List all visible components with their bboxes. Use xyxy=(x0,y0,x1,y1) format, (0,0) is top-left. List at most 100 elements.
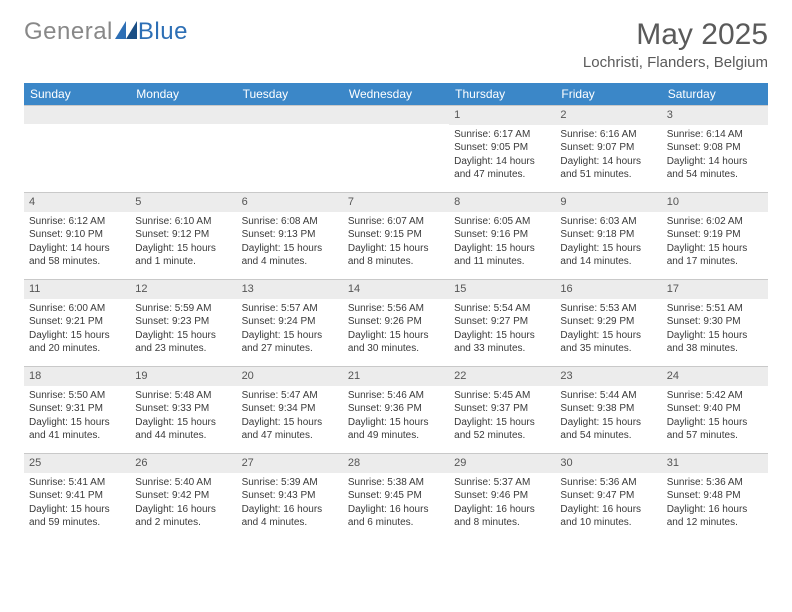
day-number xyxy=(24,106,130,124)
day-number: 18 xyxy=(24,367,130,386)
sunrise-text: Sunrise: 5:38 AM xyxy=(348,476,444,490)
day-body: Sunrise: 5:45 AMSunset: 9:37 PMDaylight:… xyxy=(449,386,555,447)
sunrise-text: Sunrise: 5:45 AM xyxy=(454,389,550,403)
daylight-text: Daylight: 15 hours and 30 minutes. xyxy=(348,329,444,356)
daylight-text: Daylight: 15 hours and 41 minutes. xyxy=(29,416,125,443)
day-number: 12 xyxy=(130,280,236,299)
day-body: Sunrise: 6:08 AMSunset: 9:13 PMDaylight:… xyxy=(237,212,343,273)
weekday-header: Saturday xyxy=(662,83,768,105)
sunset-text: Sunset: 9:26 PM xyxy=(348,315,444,329)
day-cell: 20Sunrise: 5:47 AMSunset: 9:34 PMDayligh… xyxy=(237,367,343,453)
sunrise-text: Sunrise: 6:03 AM xyxy=(560,215,656,229)
day-cell: 25Sunrise: 5:41 AMSunset: 9:41 PMDayligh… xyxy=(24,454,130,540)
day-cell: 24Sunrise: 5:42 AMSunset: 9:40 PMDayligh… xyxy=(662,367,768,453)
daylight-text: Daylight: 15 hours and 14 minutes. xyxy=(560,242,656,269)
day-number: 22 xyxy=(449,367,555,386)
sunset-text: Sunset: 9:23 PM xyxy=(135,315,231,329)
day-number: 23 xyxy=(555,367,661,386)
weekday-header: Wednesday xyxy=(343,83,449,105)
day-cell: 21Sunrise: 5:46 AMSunset: 9:36 PMDayligh… xyxy=(343,367,449,453)
header: General Blue May 2025 Lochristi, Flander… xyxy=(0,0,792,77)
day-body: Sunrise: 5:51 AMSunset: 9:30 PMDaylight:… xyxy=(662,299,768,360)
sunset-text: Sunset: 9:15 PM xyxy=(348,228,444,242)
day-cell: 15Sunrise: 5:54 AMSunset: 9:27 PMDayligh… xyxy=(449,280,555,366)
logo-text-2: Blue xyxy=(138,18,188,46)
weeks-container: 1Sunrise: 6:17 AMSunset: 9:05 PMDaylight… xyxy=(24,105,768,540)
daylight-text: Daylight: 15 hours and 57 minutes. xyxy=(667,416,763,443)
day-number: 21 xyxy=(343,367,449,386)
day-body: Sunrise: 5:47 AMSunset: 9:34 PMDaylight:… xyxy=(237,386,343,447)
week-row: 25Sunrise: 5:41 AMSunset: 9:41 PMDayligh… xyxy=(24,453,768,540)
daylight-text: Daylight: 16 hours and 6 minutes. xyxy=(348,503,444,530)
daylight-text: Daylight: 15 hours and 47 minutes. xyxy=(242,416,338,443)
sunset-text: Sunset: 9:13 PM xyxy=(242,228,338,242)
sunset-text: Sunset: 9:16 PM xyxy=(454,228,550,242)
logo-text-1: General xyxy=(24,18,113,46)
day-number: 6 xyxy=(237,193,343,212)
daylight-text: Daylight: 15 hours and 35 minutes. xyxy=(560,329,656,356)
day-body: Sunrise: 6:07 AMSunset: 9:15 PMDaylight:… xyxy=(343,212,449,273)
daylight-text: Daylight: 15 hours and 23 minutes. xyxy=(135,329,231,356)
day-number: 31 xyxy=(662,454,768,473)
day-body: Sunrise: 6:16 AMSunset: 9:07 PMDaylight:… xyxy=(555,125,661,186)
sunrise-text: Sunrise: 6:08 AM xyxy=(242,215,338,229)
sunrise-text: Sunrise: 6:00 AM xyxy=(29,302,125,316)
sunrise-text: Sunrise: 5:47 AM xyxy=(242,389,338,403)
sunrise-text: Sunrise: 5:39 AM xyxy=(242,476,338,490)
day-number: 29 xyxy=(449,454,555,473)
day-body: Sunrise: 6:03 AMSunset: 9:18 PMDaylight:… xyxy=(555,212,661,273)
daylight-text: Daylight: 14 hours and 54 minutes. xyxy=(667,155,763,182)
daylight-text: Daylight: 16 hours and 2 minutes. xyxy=(135,503,231,530)
day-cell: 14Sunrise: 5:56 AMSunset: 9:26 PMDayligh… xyxy=(343,280,449,366)
sunrise-text: Sunrise: 5:44 AM xyxy=(560,389,656,403)
sunrise-text: Sunrise: 5:40 AM xyxy=(135,476,231,490)
day-number: 16 xyxy=(555,280,661,299)
daylight-text: Daylight: 15 hours and 49 minutes. xyxy=(348,416,444,443)
sunrise-text: Sunrise: 5:59 AM xyxy=(135,302,231,316)
day-number: 7 xyxy=(343,193,449,212)
day-number: 25 xyxy=(24,454,130,473)
sunset-text: Sunset: 9:46 PM xyxy=(454,489,550,503)
day-number: 10 xyxy=(662,193,768,212)
sunrise-text: Sunrise: 5:57 AM xyxy=(242,302,338,316)
daylight-text: Daylight: 14 hours and 47 minutes. xyxy=(454,155,550,182)
day-body: Sunrise: 6:17 AMSunset: 9:05 PMDaylight:… xyxy=(449,125,555,186)
sunrise-text: Sunrise: 5:48 AM xyxy=(135,389,231,403)
day-body: Sunrise: 5:39 AMSunset: 9:43 PMDaylight:… xyxy=(237,473,343,534)
weekday-header: Friday xyxy=(555,83,661,105)
daylight-text: Daylight: 15 hours and 20 minutes. xyxy=(29,329,125,356)
sunset-text: Sunset: 9:24 PM xyxy=(242,315,338,329)
weekday-header-row: SundayMondayTuesdayWednesdayThursdayFrid… xyxy=(24,83,768,105)
day-body: Sunrise: 5:36 AMSunset: 9:48 PMDaylight:… xyxy=(662,473,768,534)
day-cell: 19Sunrise: 5:48 AMSunset: 9:33 PMDayligh… xyxy=(130,367,236,453)
sunset-text: Sunset: 9:05 PM xyxy=(454,141,550,155)
day-number: 11 xyxy=(24,280,130,299)
day-cell: 31Sunrise: 5:36 AMSunset: 9:48 PMDayligh… xyxy=(662,454,768,540)
sunrise-text: Sunrise: 6:05 AM xyxy=(454,215,550,229)
day-cell: 29Sunrise: 5:37 AMSunset: 9:46 PMDayligh… xyxy=(449,454,555,540)
day-number: 27 xyxy=(237,454,343,473)
day-number: 14 xyxy=(343,280,449,299)
logo-triangle-icon xyxy=(115,18,137,46)
day-body: Sunrise: 6:02 AMSunset: 9:19 PMDaylight:… xyxy=(662,212,768,273)
daylight-text: Daylight: 15 hours and 59 minutes. xyxy=(29,503,125,530)
sunrise-text: Sunrise: 5:42 AM xyxy=(667,389,763,403)
sunrise-text: Sunrise: 5:37 AM xyxy=(454,476,550,490)
sunrise-text: Sunrise: 5:50 AM xyxy=(29,389,125,403)
location-subtitle: Lochristi, Flanders, Belgium xyxy=(583,54,768,71)
sunrise-text: Sunrise: 6:17 AM xyxy=(454,128,550,142)
day-cell: 13Sunrise: 5:57 AMSunset: 9:24 PMDayligh… xyxy=(237,280,343,366)
sunset-text: Sunset: 9:27 PM xyxy=(454,315,550,329)
daylight-text: Daylight: 15 hours and 4 minutes. xyxy=(242,242,338,269)
day-number: 20 xyxy=(237,367,343,386)
day-number: 26 xyxy=(130,454,236,473)
weekday-header: Tuesday xyxy=(237,83,343,105)
day-body: Sunrise: 5:40 AMSunset: 9:42 PMDaylight:… xyxy=(130,473,236,534)
day-number: 9 xyxy=(555,193,661,212)
title-block: May 2025 Lochristi, Flanders, Belgium xyxy=(583,18,768,71)
sunrise-text: Sunrise: 6:16 AM xyxy=(560,128,656,142)
day-body: Sunrise: 5:37 AMSunset: 9:46 PMDaylight:… xyxy=(449,473,555,534)
sunset-text: Sunset: 9:37 PM xyxy=(454,402,550,416)
sunrise-text: Sunrise: 6:07 AM xyxy=(348,215,444,229)
day-cell: 27Sunrise: 5:39 AMSunset: 9:43 PMDayligh… xyxy=(237,454,343,540)
